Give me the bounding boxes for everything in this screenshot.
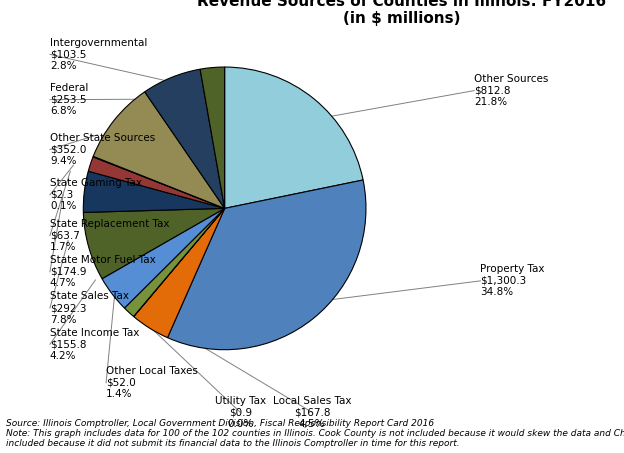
Wedge shape — [84, 208, 225, 279]
Wedge shape — [88, 157, 225, 208]
Wedge shape — [93, 156, 225, 208]
Text: State Gaming Tax
$2.3
0.1%: State Gaming Tax $2.3 0.1% — [50, 178, 142, 212]
Wedge shape — [102, 208, 225, 308]
Text: State Replacement Tax
$63.7
1.7%: State Replacement Tax $63.7 1.7% — [50, 219, 170, 252]
Text: Federal
$253.5
6.8%: Federal $253.5 6.8% — [50, 83, 88, 116]
Text: Other Sources
$812.8
21.8%: Other Sources $812.8 21.8% — [474, 74, 548, 107]
Wedge shape — [225, 67, 363, 208]
Wedge shape — [145, 69, 225, 208]
Wedge shape — [93, 92, 225, 208]
Text: Intergovernmental
$103.5
2.8%: Intergovernmental $103.5 2.8% — [50, 38, 147, 71]
Wedge shape — [134, 208, 225, 317]
Wedge shape — [200, 67, 225, 208]
Wedge shape — [124, 208, 225, 317]
Text: Other Local Taxes
$52.0
1.4%: Other Local Taxes $52.0 1.4% — [106, 366, 198, 400]
Text: Local Sales Tax
$167.8
4.5%: Local Sales Tax $167.8 4.5% — [273, 395, 351, 429]
Title: Revenue Sources of Counties in Illinois: FY2016
(in $ millions): Revenue Sources of Counties in Illinois:… — [197, 0, 606, 26]
Text: Source: Illinois Comptroller, Local Government Division, Fiscal Responsibility R: Source: Illinois Comptroller, Local Gove… — [6, 419, 624, 448]
Text: Property Tax
$1,300.3
34.8%: Property Tax $1,300.3 34.8% — [480, 264, 545, 298]
Wedge shape — [134, 208, 225, 337]
Text: Utility Tax
$0.9
0.0%: Utility Tax $0.9 0.0% — [215, 395, 266, 429]
Text: State Motor Fuel Tax
$174.9
4.7%: State Motor Fuel Tax $174.9 4.7% — [50, 255, 155, 289]
Text: Other State Sources
$352.0
9.4%: Other State Sources $352.0 9.4% — [50, 133, 155, 166]
Text: State Sales Tax
$292.3
7.8%: State Sales Tax $292.3 7.8% — [50, 291, 129, 325]
Wedge shape — [167, 180, 366, 350]
Wedge shape — [84, 171, 225, 212]
Text: State Income Tax
$155.8
4.2%: State Income Tax $155.8 4.2% — [50, 328, 139, 361]
